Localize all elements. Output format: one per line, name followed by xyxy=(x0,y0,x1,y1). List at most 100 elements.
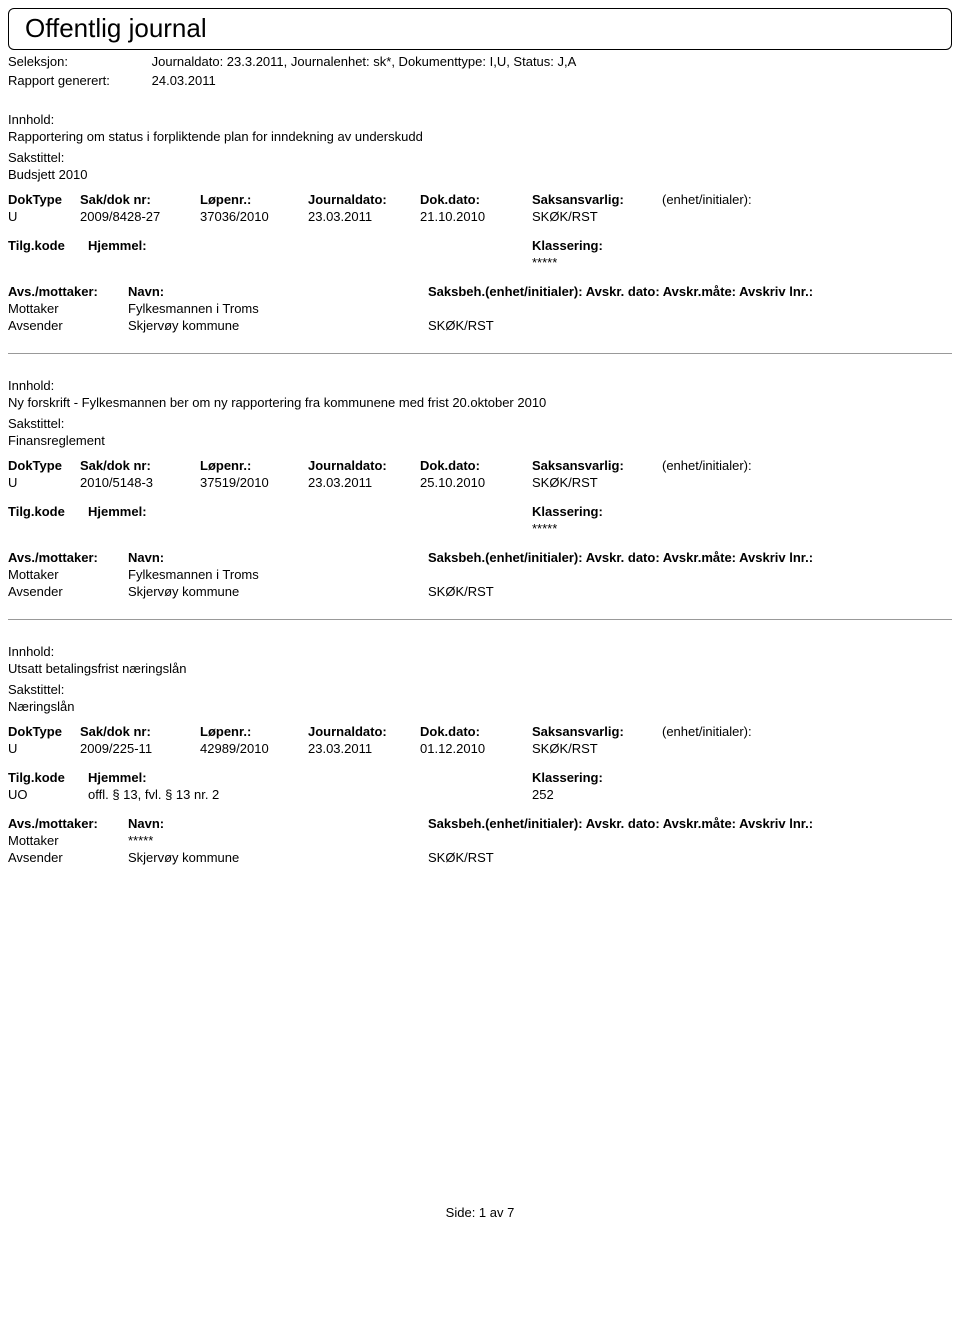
tilgkode-label: Tilg.kode xyxy=(8,504,88,519)
tilgkode-label: Tilg.kode xyxy=(8,770,88,785)
party-role: Avsender xyxy=(8,584,128,599)
journal-entry: Innhold: Utsatt betalingsfrist næringslå… xyxy=(8,644,952,885)
klassering-value: ***** xyxy=(532,521,732,536)
saksbeh-label: Saksbeh.(enhet/initialer): Avskr. dato: … xyxy=(428,284,928,299)
sakdok-label: Sak/dok nr: xyxy=(80,724,200,739)
journaldato-value: 23.03.2011 xyxy=(308,475,420,490)
dokdato-value: 21.10.2010 xyxy=(420,209,532,224)
klassering-value: 252 xyxy=(532,787,732,802)
journal-entry: Innhold: Rapportering om status i forpli… xyxy=(8,112,952,354)
sakdok-value: 2009/8428-27 xyxy=(80,209,200,224)
rapport-label: Rapport generert: xyxy=(8,73,148,88)
sakstittel-text: Finansreglement xyxy=(8,433,952,448)
sakdok-value: 2009/225-11 xyxy=(80,741,200,756)
klassering-value: ***** xyxy=(532,255,732,270)
party-navn: Fylkesmannen i Troms xyxy=(128,301,428,316)
dokdato-value: 01.12.2010 xyxy=(420,741,532,756)
saksbeh-label: Saksbeh.(enhet/initialer): Avskr. dato: … xyxy=(428,816,928,831)
journaldato-label: Journaldato: xyxy=(308,724,420,739)
party-saksbeh xyxy=(428,833,928,848)
sakstittel-label: Sakstittel: xyxy=(8,682,952,697)
saksansvarlig-label: Saksansvarlig: xyxy=(532,192,662,207)
klassering-label: Klassering: xyxy=(532,504,732,519)
saksansvarlig-value: SKØK/RST xyxy=(532,209,662,224)
innhold-label: Innhold: xyxy=(8,644,952,659)
party-saksbeh xyxy=(428,567,928,582)
sakdok-label: Sak/dok nr: xyxy=(80,458,200,473)
sakstittel-label: Sakstittel: xyxy=(8,416,952,431)
party-navn: Skjervøy kommune xyxy=(128,318,428,333)
doktype-label: DokType xyxy=(8,458,80,473)
avs-mottaker-label: Avs./mottaker: xyxy=(8,284,128,299)
journaldato-value: 23.03.2011 xyxy=(308,741,420,756)
party-navn: Skjervøy kommune xyxy=(128,850,428,865)
hjemmel-value xyxy=(88,255,532,270)
dokdato-value: 25.10.2010 xyxy=(420,475,532,490)
sakstittel-text: Budsjett 2010 xyxy=(8,167,952,182)
hjemmel-label: Hjemmel: xyxy=(88,504,532,519)
navn-label: Navn: xyxy=(128,816,428,831)
party-saksbeh xyxy=(428,301,928,316)
lopenr-value: 37519/2010 xyxy=(200,475,308,490)
lopenr-value: 42989/2010 xyxy=(200,741,308,756)
tilgkode-value xyxy=(8,521,88,536)
hjemmel-value: offl. § 13, fvl. § 13 nr. 2 xyxy=(88,787,532,802)
saksansvarlig-value: SKØK/RST xyxy=(532,741,662,756)
seleksjon-value: Journaldato: 23.3.2011, Journalenhet: sk… xyxy=(152,54,577,69)
lopenr-value: 37036/2010 xyxy=(200,209,308,224)
rapport-row: Rapport generert: 24.03.2011 xyxy=(8,73,952,88)
enhet-initialer-value xyxy=(662,741,812,756)
klassering-label: Klassering: xyxy=(532,238,732,253)
doktype-value: U xyxy=(8,741,80,756)
doktype-value: U xyxy=(8,475,80,490)
innhold-text: Ny forskrift - Fylkesmannen ber om ny ra… xyxy=(8,395,952,410)
party-saksbeh: SKØK/RST xyxy=(428,850,928,865)
dokdato-label: Dok.dato: xyxy=(420,724,532,739)
title-box: Offentlig journal xyxy=(8,8,952,50)
journal-entry: Innhold: Ny forskrift - Fylkesmannen ber… xyxy=(8,378,952,620)
enhet-initialer-label: (enhet/initialer): xyxy=(662,192,812,207)
journaldato-label: Journaldato: xyxy=(308,458,420,473)
saksansvarlig-label: Saksansvarlig: xyxy=(532,724,662,739)
party-role: Avsender xyxy=(8,850,128,865)
party-role: Mottaker xyxy=(8,301,128,316)
seleksjon-label: Seleksjon: xyxy=(8,54,148,69)
enhet-initialer-label: (enhet/initialer): xyxy=(662,458,812,473)
navn-label: Navn: xyxy=(128,284,428,299)
tilgkode-value xyxy=(8,255,88,270)
lopenr-label: Løpenr.: xyxy=(200,458,308,473)
saksbeh-label: Saksbeh.(enhet/initialer): Avskr. dato: … xyxy=(428,550,928,565)
enhet-initialer-label: (enhet/initialer): xyxy=(662,724,812,739)
journaldato-label: Journaldato: xyxy=(308,192,420,207)
enhet-initialer-value xyxy=(662,475,812,490)
sakdok-label: Sak/dok nr: xyxy=(80,192,200,207)
lopenr-label: Løpenr.: xyxy=(200,192,308,207)
enhet-initialer-value xyxy=(662,209,812,224)
avs-mottaker-label: Avs./mottaker: xyxy=(8,550,128,565)
hjemmel-value xyxy=(88,521,532,536)
rapport-value: 24.03.2011 xyxy=(152,73,216,88)
saksansvarlig-value: SKØK/RST xyxy=(532,475,662,490)
saksansvarlig-label: Saksansvarlig: xyxy=(532,458,662,473)
hjemmel-label: Hjemmel: xyxy=(88,770,532,785)
party-role: Avsender xyxy=(8,318,128,333)
tilgkode-label: Tilg.kode xyxy=(8,238,88,253)
sakstittel-text: Næringslån xyxy=(8,699,952,714)
party-navn: Skjervøy kommune xyxy=(128,584,428,599)
sakstittel-label: Sakstittel: xyxy=(8,150,952,165)
innhold-text: Rapportering om status i forpliktende pl… xyxy=(8,129,952,144)
dokdato-label: Dok.dato: xyxy=(420,192,532,207)
page-footer: Side: 1 av 7 xyxy=(8,1205,952,1220)
doktype-value: U xyxy=(8,209,80,224)
hjemmel-label: Hjemmel: xyxy=(88,238,532,253)
doktype-label: DokType xyxy=(8,724,80,739)
klassering-label: Klassering: xyxy=(532,770,732,785)
lopenr-label: Løpenr.: xyxy=(200,724,308,739)
doktype-label: DokType xyxy=(8,192,80,207)
avs-mottaker-label: Avs./mottaker: xyxy=(8,816,128,831)
party-saksbeh: SKØK/RST xyxy=(428,584,928,599)
page-title: Offentlig journal xyxy=(25,13,935,44)
journaldato-value: 23.03.2011 xyxy=(308,209,420,224)
party-role: Mottaker xyxy=(8,833,128,848)
tilgkode-value: UO xyxy=(8,787,88,802)
